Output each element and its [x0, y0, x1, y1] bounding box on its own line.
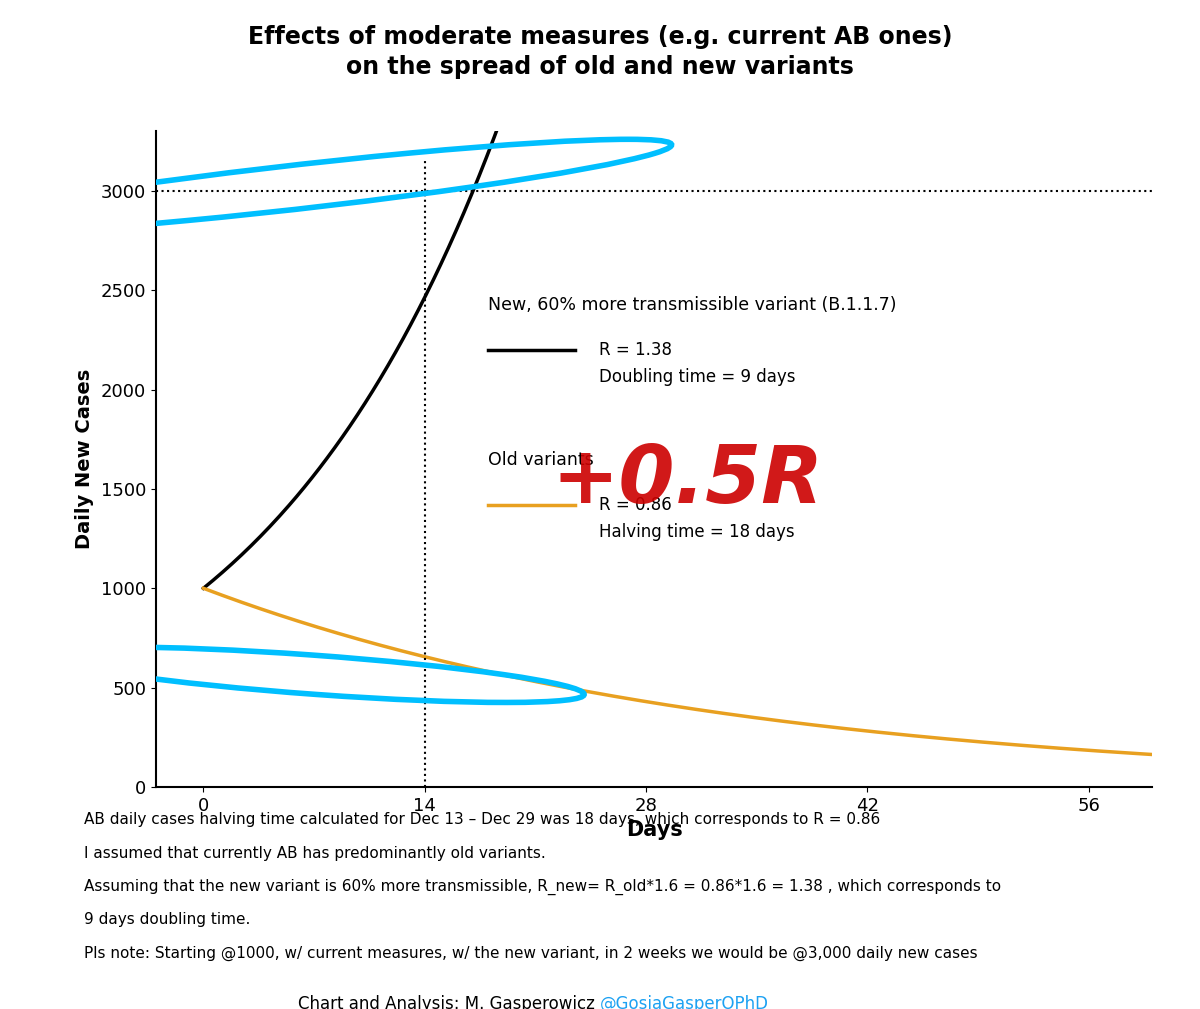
Text: R = 1.38: R = 1.38	[599, 341, 672, 359]
Text: Doubling time = 9 days: Doubling time = 9 days	[599, 367, 796, 385]
Text: @GosiaGasperOPhD: @GosiaGasperOPhD	[600, 995, 769, 1009]
Y-axis label: Daily New Cases: Daily New Cases	[74, 369, 94, 549]
Text: Assuming that the new variant is 60% more transmissible, R_new= R_old*1.6 = 0.86: Assuming that the new variant is 60% mor…	[84, 879, 1001, 895]
Text: I assumed that currently AB has predominantly old variants.: I assumed that currently AB has predomin…	[84, 846, 546, 861]
Text: R = 0.86: R = 0.86	[599, 495, 672, 514]
Text: +0.5R: +0.5R	[551, 442, 823, 520]
Text: Effects of moderate measures (e.g. current AB ones): Effects of moderate measures (e.g. curre…	[247, 25, 953, 49]
Text: New, 60% more transmissible variant (B.1.1.7): New, 60% more transmissible variant (B.1…	[488, 296, 896, 314]
Text: on the spread of old and new variants: on the spread of old and new variants	[346, 55, 854, 80]
Text: Old variants: Old variants	[488, 451, 594, 469]
Text: Pls note: Starting @1000, w/ current measures, w/ the new variant, in 2 weeks we: Pls note: Starting @1000, w/ current mea…	[84, 945, 978, 961]
X-axis label: Days: Days	[625, 820, 683, 840]
Text: Chart and Analysis: M. Gasperowicz: Chart and Analysis: M. Gasperowicz	[298, 995, 600, 1009]
Text: 9 days doubling time.: 9 days doubling time.	[84, 912, 251, 927]
Text: Halving time = 18 days: Halving time = 18 days	[599, 523, 794, 541]
Text: AB daily cases halving time calculated for Dec 13 – Dec 29 was 18 days, which co: AB daily cases halving time calculated f…	[84, 812, 881, 827]
